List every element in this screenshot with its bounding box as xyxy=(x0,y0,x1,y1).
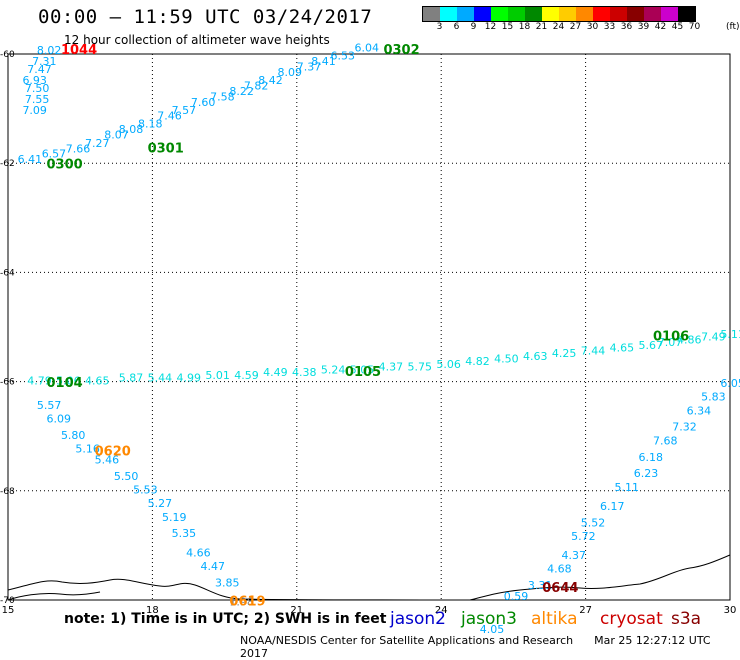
wave-height-value: 4.37 xyxy=(379,361,404,374)
wave-height-value: 6.18 xyxy=(639,451,664,464)
wave-height-value: 4.99 xyxy=(176,372,201,385)
wave-height-value: 5.44 xyxy=(148,372,173,385)
credit-line: NOAA/NESDIS Center for Satellite Applica… xyxy=(240,634,740,660)
footnote: note: 1) Time is in UTC; 2) SWH is in fe… xyxy=(64,611,386,627)
pass-time-label: 0644 xyxy=(542,581,578,596)
wave-height-value: 5.80 xyxy=(61,429,86,442)
x-tick-label: 30 xyxy=(724,605,737,616)
satellite-jason2: jason2 xyxy=(390,609,446,629)
wave-height-value: 4.50 xyxy=(494,352,519,365)
wave-height-value: 4.65 xyxy=(610,342,635,355)
wave-height-value: 5.72 xyxy=(571,530,596,543)
pass-time-label: 0620 xyxy=(95,444,131,459)
pass-time-label: 0104 xyxy=(47,376,83,391)
wave-height-value: 4.25 xyxy=(552,347,577,360)
satellite-altika: altika xyxy=(531,609,578,629)
wave-height-value: 5.24 xyxy=(321,363,346,376)
wave-height-value: 5.53 xyxy=(133,484,158,497)
wave-height-value: 7.44 xyxy=(581,344,606,357)
wave-height-value: 5.35 xyxy=(172,527,197,540)
wave-height-value: 4.38 xyxy=(292,366,317,379)
y-tick-label: -64 xyxy=(0,268,15,278)
wave-height-value: 5.11 xyxy=(614,481,639,494)
y-tick-label: -66 xyxy=(0,378,15,388)
pass-time-label: 0302 xyxy=(383,43,419,58)
y-tick-label: -62 xyxy=(0,159,15,169)
wave-height-value: 5.83 xyxy=(701,391,726,404)
wave-height-value: 4.59 xyxy=(234,369,259,382)
y-tick-label: -68 xyxy=(0,487,15,497)
wave-height-value: 4.66 xyxy=(186,546,211,559)
wave-height-value: 5.11 xyxy=(720,328,740,341)
satellite-s3a: s3a xyxy=(671,609,701,629)
wave-height-value: 6.09 xyxy=(47,413,72,426)
wave-height-value: 4.63 xyxy=(523,350,548,363)
pass-time-label: 0301 xyxy=(148,141,184,156)
wave-height-value: 7.09 xyxy=(22,104,47,117)
wave-height-value: 4.37 xyxy=(562,549,587,562)
wave-height-value: 5.06 xyxy=(436,358,461,371)
wave-height-value: 5.75 xyxy=(408,361,433,374)
wave-height-value: 5.57 xyxy=(37,399,62,412)
pass-time-label: 0619 xyxy=(229,594,265,609)
wave-height-value: 3.85 xyxy=(215,576,240,589)
wave-height-value: 5.50 xyxy=(114,470,139,483)
wave-height-value: 6.23 xyxy=(634,467,659,480)
wave-height-value: 5.52 xyxy=(581,516,606,529)
coastline xyxy=(8,555,730,600)
wave-height-value: 6.17 xyxy=(600,500,625,513)
pass-time-label: 0300 xyxy=(47,158,83,173)
wave-height-value: 7.68 xyxy=(653,434,678,447)
wave-height-value: 6.05 xyxy=(720,377,740,390)
wave-height-value: 6.53 xyxy=(330,49,355,62)
y-tick-label: -60 xyxy=(0,50,15,60)
wave-height-value: 4.49 xyxy=(263,366,288,379)
satellite-cryosat: cryosat xyxy=(600,609,663,629)
wave-height-value: 4.47 xyxy=(201,560,226,573)
wave-height-value: 6.41 xyxy=(18,153,43,166)
pass-time-label: 1044 xyxy=(61,43,97,58)
wave-height-value: 7.32 xyxy=(672,421,697,434)
wave-height-value: 6.34 xyxy=(687,404,712,417)
coastline-inner xyxy=(8,592,100,600)
x-tick-label: 27 xyxy=(579,605,592,616)
wave-height-value: 5.27 xyxy=(148,497,173,510)
wave-height-value: 4.82 xyxy=(465,355,490,368)
y-tick-label: -70 xyxy=(0,596,15,606)
wave-height-value: 5.19 xyxy=(162,511,187,524)
x-tick-label: 15 xyxy=(2,605,15,616)
wave-height-value: 6.04 xyxy=(355,41,380,54)
wave-height-value: 5.01 xyxy=(205,369,230,382)
pass-time-label: 0106 xyxy=(653,330,689,345)
satellite-jason3: jason3 xyxy=(461,609,517,629)
wave-height-value: 4.68 xyxy=(547,563,572,576)
wave-height-value: 0.59 xyxy=(504,590,528,603)
pass-time-label: 0105 xyxy=(345,365,381,380)
wave-height-value: 5.87 xyxy=(119,372,144,385)
credit-text: NOAA/NESDIS Center for Satellite Applica… xyxy=(240,634,573,647)
wave-height-value: 4.65 xyxy=(85,374,110,387)
